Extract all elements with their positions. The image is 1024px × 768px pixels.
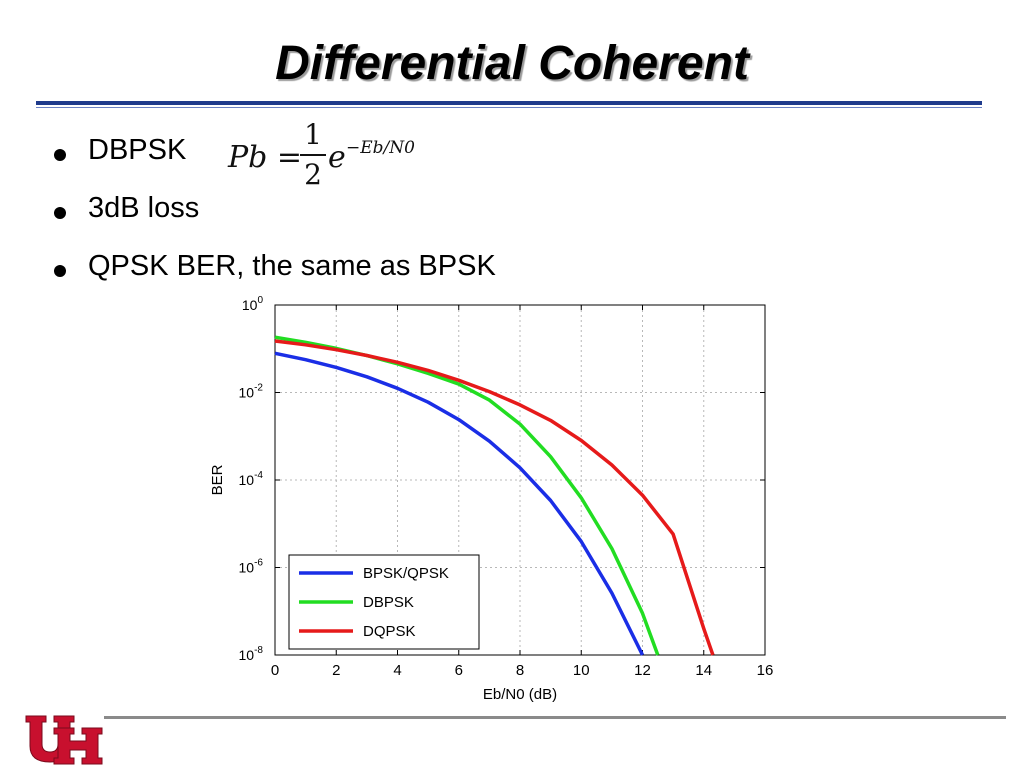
y-axis-label: BER: [209, 464, 226, 495]
formula-denominator: 2: [304, 158, 322, 191]
bullet-list: DBPSK 3dB loss QPSK BER, the same as BPS…: [48, 132, 948, 306]
bullet-text: QPSK BER, the same as BPSK: [88, 250, 496, 282]
bullet-text: 3dB loss: [88, 192, 200, 224]
formula-fraction: 1 2: [300, 118, 326, 191]
formula-lhs: Pb =: [228, 140, 303, 175]
x-tick-label: 12: [634, 662, 651, 679]
x-axis-label: Eb/N0 (dB): [483, 686, 557, 703]
x-tick-label: 8: [516, 662, 524, 679]
title-rule-thin: [36, 107, 982, 108]
y-tick-label: 10-8: [239, 645, 264, 663]
bullet-dot-icon: [54, 149, 66, 161]
y-tick-label: 10-2: [239, 383, 264, 401]
fraction-bar: [300, 154, 326, 156]
formula-numerator: 1: [304, 118, 322, 151]
bullet-item: QPSK BER, the same as BPSK: [48, 248, 948, 306]
series-line-dqpsk: [274, 339, 715, 656]
bullet-text: DBPSK: [88, 134, 187, 166]
bullet-dot-icon: [54, 207, 66, 219]
legend-entry: DQPSK: [363, 623, 416, 640]
legend-entry: DBPSK: [363, 594, 414, 611]
x-tick-label: 14: [695, 662, 712, 679]
ber-chart: 0 2 4 6 8 10 12 14 16 100 10-2 10-4 10-6 10-8 Eb/N0 (d…: [209, 295, 774, 703]
slide-title: Differential Coherent: [275, 37, 749, 90]
uh-logo-icon: [25, 715, 103, 765]
y-tick-label: 100: [242, 295, 264, 313]
x-tick-label: 10: [573, 662, 590, 679]
x-tick-label: 16: [757, 662, 774, 679]
bullet-item: 3dB loss: [48, 190, 948, 248]
bullet-item: DBPSK: [48, 132, 948, 190]
x-tick-label: 0: [271, 662, 279, 679]
y-tick-label: 10-6: [239, 558, 264, 576]
x-tick-label: 4: [393, 662, 401, 679]
formula-exponent: −Eb/N0: [346, 138, 415, 158]
title-rule: [36, 101, 982, 105]
legend-entry: BPSK/QPSK: [363, 565, 449, 582]
footer-rule: [104, 716, 1006, 719]
x-tick-label: 2: [332, 662, 340, 679]
formula-base: e: [328, 140, 346, 175]
x-tick-label: 6: [455, 662, 463, 679]
bullet-dot-icon: [54, 265, 66, 277]
series-line-bpsk-qpsk: [274, 351, 645, 656]
y-tick-label: 10-4: [239, 470, 264, 488]
